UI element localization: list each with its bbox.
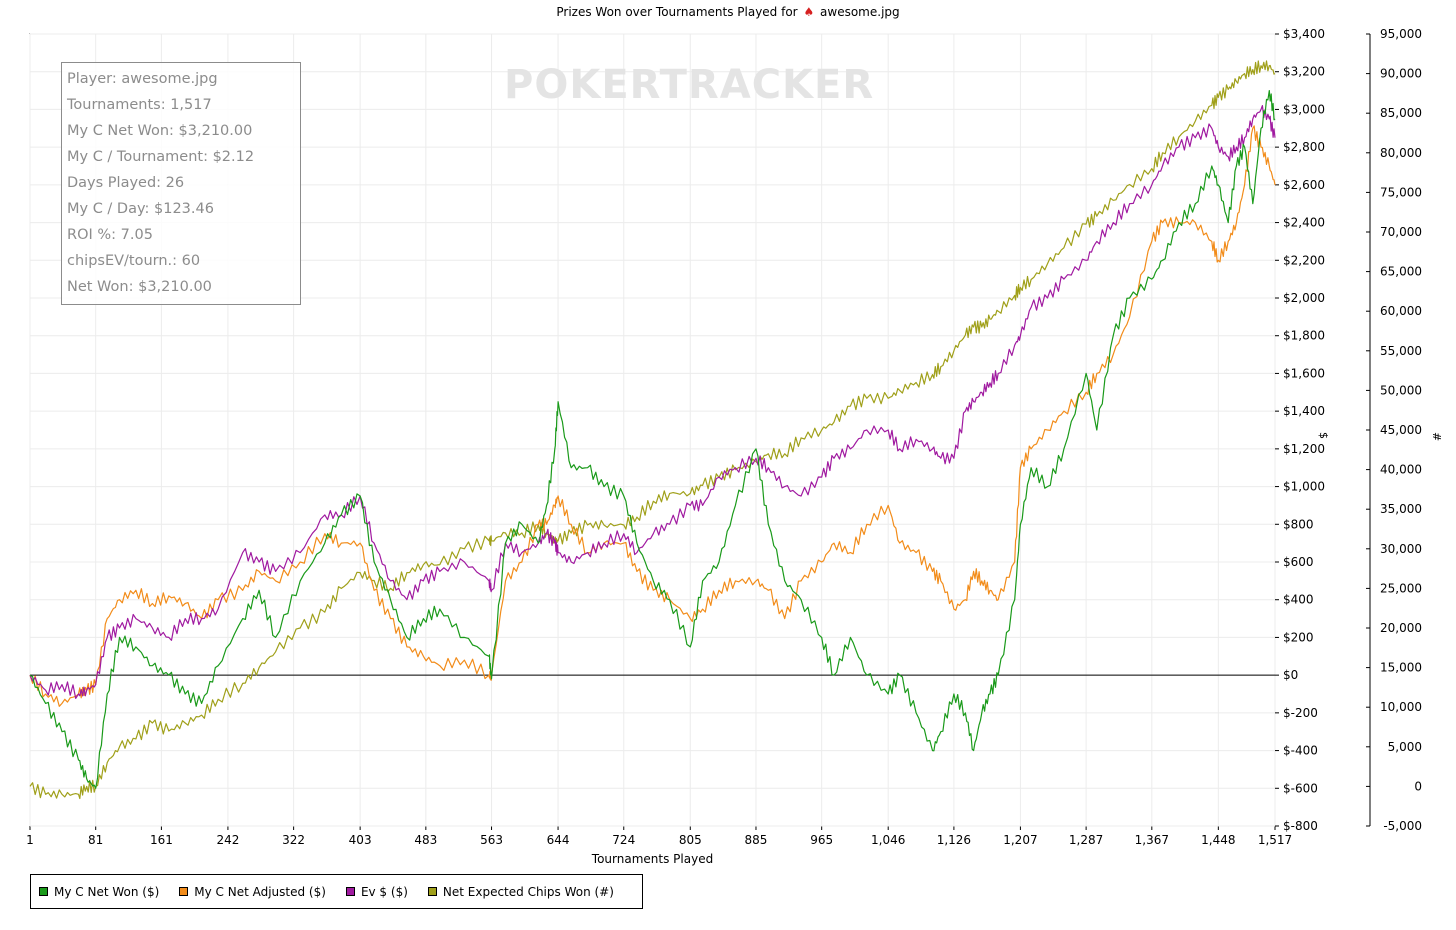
stats-line: chipsEV/tourn.: 60 — [67, 253, 201, 269]
y-right-tick-label: 15,000 — [1380, 661, 1422, 675]
x-tick-label: 1,287 — [1069, 833, 1103, 847]
y-tick-label: $2,000 — [1283, 291, 1325, 305]
x-tick-label: 161 — [150, 833, 173, 847]
y-tick-label: $3,400 — [1283, 27, 1325, 41]
y-right-tick-label: 85,000 — [1380, 106, 1422, 120]
y-axis-label-right: # — [1430, 432, 1443, 442]
x-axis-label: Tournaments Played — [591, 852, 714, 866]
y-right-tick-label: -5,000 — [1383, 819, 1422, 833]
x-tick-label: 724 — [612, 833, 635, 847]
y-right-tick-label: 50,000 — [1380, 383, 1422, 397]
legend-label: My C Net Won ($) — [54, 884, 160, 899]
x-tick-label: 1,126 — [937, 833, 971, 847]
series-line — [29, 105, 1276, 699]
x-tick-label: 322 — [282, 833, 305, 847]
x-tick-label: 483 — [414, 833, 437, 847]
legend-label: Ev $ ($) — [360, 884, 408, 899]
y-tick-label: $-200 — [1283, 706, 1318, 720]
y-tick-label: $-600 — [1283, 781, 1318, 795]
y-tick-label: $1,000 — [1283, 480, 1325, 494]
y-right-tick-label: 65,000 — [1380, 265, 1422, 279]
series-line — [29, 125, 1276, 707]
y-axis-label-left: $ — [1317, 432, 1330, 439]
series-line — [29, 60, 1276, 800]
x-tick-label: 965 — [810, 833, 833, 847]
y-right-tick-label: 95,000 — [1380, 27, 1422, 41]
y-tick-label: $600 — [1283, 555, 1314, 569]
stats-line: Net Won: $3,210.00 — [67, 279, 212, 295]
y-right-tick-label: 25,000 — [1380, 581, 1422, 595]
x-tick-label: 1 — [26, 833, 34, 847]
legend-swatch — [345, 887, 355, 896]
y-tick-label: $800 — [1283, 517, 1314, 531]
chart-title: Prizes Won over Tournaments Played for ♠… — [0, 5, 1456, 19]
stats-box: Player: awesome.jpg Tournaments: 1,517 My … — [61, 62, 301, 305]
y-tick-label: $0 — [1283, 668, 1298, 682]
y-tick-label: $200 — [1283, 630, 1314, 644]
stats-line: My C / Tournament: $2.12 — [67, 149, 255, 165]
stats-line: My C Net Won: $3,210.00 — [67, 123, 253, 139]
series-line — [29, 90, 1276, 789]
y-right-tick-label: 80,000 — [1380, 146, 1422, 160]
x-tick-label: 1,367 — [1135, 833, 1169, 847]
y-right-tick-label: 45,000 — [1380, 423, 1422, 437]
y-tick-label: $3,000 — [1283, 102, 1325, 116]
x-tick-label: 1,517 — [1258, 833, 1292, 847]
y-right-tick-label: 30,000 — [1380, 542, 1422, 556]
x-tick-label: 885 — [745, 833, 768, 847]
y-tick-label: $2,600 — [1283, 178, 1325, 192]
y-right-tick-label: 5,000 — [1388, 740, 1422, 754]
y-tick-label: $1,800 — [1283, 329, 1325, 343]
x-tick-label: 81 — [88, 833, 103, 847]
stats-line: My C / Day: $123.46 — [67, 201, 214, 217]
y-tick-label: $-800 — [1283, 819, 1318, 833]
y-right-tick-label: 75,000 — [1380, 185, 1422, 199]
stats-line: Player: awesome.jpg — [67, 71, 218, 87]
y-tick-label: $1,400 — [1283, 404, 1325, 418]
legend-swatch — [427, 887, 437, 896]
legend-label: My C Net Adjusted ($) — [194, 884, 326, 899]
x-tick-label: 1,448 — [1201, 833, 1235, 847]
y-right-tick-label: 35,000 — [1380, 502, 1422, 516]
legend-item[interactable]: My C Net Won ($) — [39, 885, 159, 899]
y-tick-label: $2,800 — [1283, 140, 1325, 154]
y-tick-label: $1,600 — [1283, 366, 1325, 380]
x-tick-label: 403 — [349, 833, 372, 847]
y-tick-label: $2,400 — [1283, 216, 1325, 230]
stats-line: Tournaments: 1,517 — [67, 97, 212, 113]
legend-item[interactable]: Net Expected Chips Won (#) — [427, 884, 614, 899]
y-tick-label: $3,200 — [1283, 65, 1325, 79]
y-right-tick-label: 60,000 — [1380, 304, 1422, 318]
title-player: awesome.jpg — [820, 5, 900, 19]
x-tick-label: 563 — [480, 833, 503, 847]
legend-swatch — [39, 887, 48, 896]
y-right-tick-label: 20,000 — [1380, 621, 1422, 635]
y-right-tick-label: 55,000 — [1380, 344, 1422, 358]
title-prefix: Prizes Won over Tournaments Played for — [556, 5, 798, 19]
y-right-tick-label: 40,000 — [1380, 463, 1422, 477]
y-tick-label: $1,200 — [1283, 442, 1325, 456]
y-right-tick-label: 0 — [1414, 779, 1422, 793]
spade-icon: ♠ — [803, 5, 815, 19]
legend: My C Net Won ($) My C Net Adjusted ($) Ev … — [30, 874, 643, 909]
y-tick-label: $-400 — [1283, 744, 1318, 758]
x-tick-label: 242 — [216, 833, 239, 847]
x-tick-label: 1,207 — [1003, 833, 1037, 847]
y-tick-label: $400 — [1283, 593, 1314, 607]
stats-line: Days Played: 26 — [67, 175, 185, 191]
y-right-tick-label: 90,000 — [1380, 67, 1422, 81]
y-right-tick-label: 70,000 — [1380, 225, 1422, 239]
y-tick-label: $2,200 — [1283, 253, 1325, 267]
legend-label: Net Expected Chips Won (#) — [442, 884, 614, 899]
y-right-tick-label: 10,000 — [1380, 700, 1422, 714]
x-tick-label: 1,046 — [871, 833, 905, 847]
legend-item[interactable]: Ev $ ($) — [345, 884, 408, 899]
x-tick-label: 805 — [679, 833, 702, 847]
stats-line: ROI %: 7.05 — [67, 227, 153, 243]
watermark-logo: POKERTRACKER — [504, 62, 875, 108]
legend-item[interactable]: My C Net Adjusted ($) — [179, 885, 326, 899]
x-tick-label: 644 — [547, 833, 570, 847]
legend-swatch — [179, 887, 189, 896]
